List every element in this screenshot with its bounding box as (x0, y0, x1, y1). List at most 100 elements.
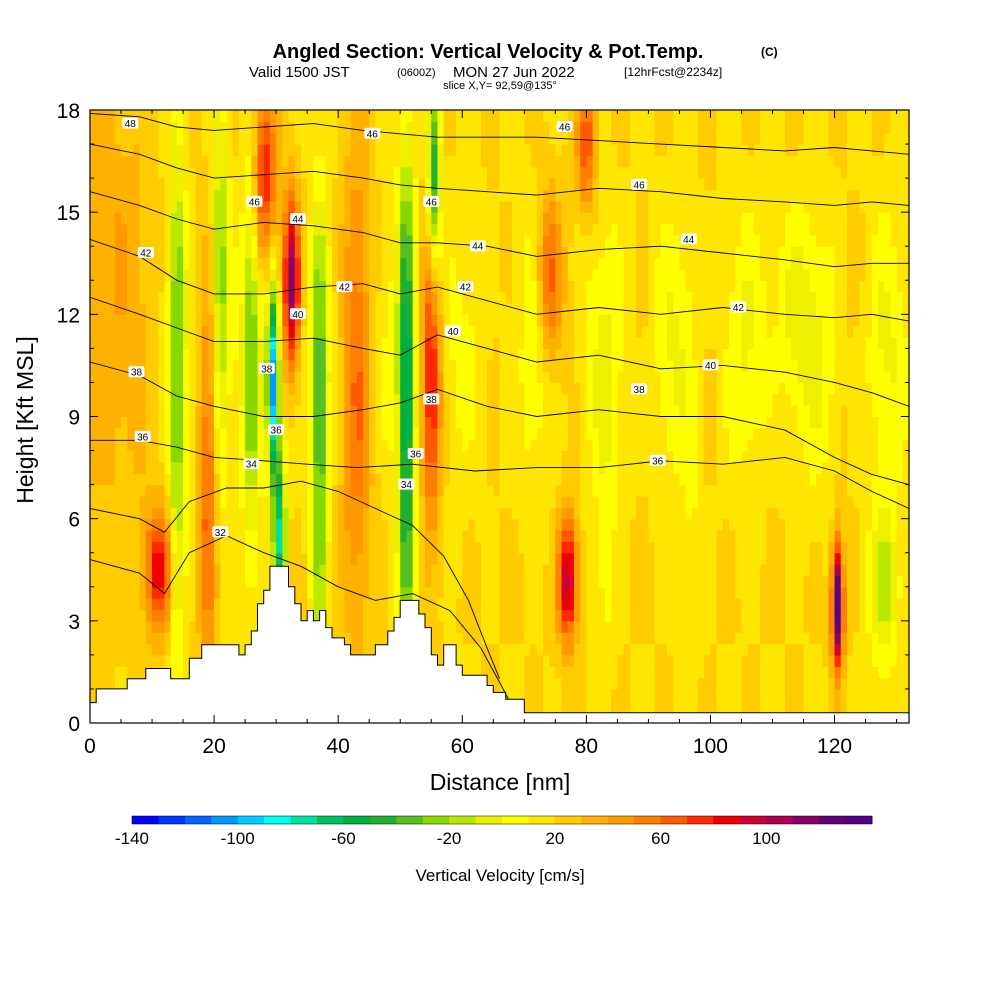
velocity-cell (363, 484, 370, 497)
velocity-cell (369, 110, 376, 122)
velocity-cell (245, 518, 252, 531)
velocity-cell (505, 677, 513, 690)
velocity-cell (561, 257, 569, 270)
velocity-cell (518, 337, 525, 349)
velocity-cell (251, 416, 259, 429)
velocity-cell (561, 427, 569, 440)
velocity-cell (530, 121, 538, 134)
velocity-cell (133, 348, 141, 361)
velocity-cell (555, 586, 563, 599)
velocity-cell (344, 473, 352, 486)
velocity-cell (660, 688, 668, 701)
velocity-cell (139, 405, 147, 418)
velocity-cell (642, 337, 649, 349)
velocity-cell (245, 450, 252, 463)
velocity-cell (325, 530, 333, 542)
velocity-cell (152, 552, 159, 565)
velocity-cell (499, 200, 507, 213)
velocity-cell (344, 144, 352, 157)
velocity-cell (468, 268, 476, 281)
velocity-cell (90, 552, 97, 565)
velocity-cell (214, 620, 221, 633)
velocity-cell (226, 427, 234, 440)
velocity-cell (307, 200, 314, 213)
velocity-cell (462, 189, 470, 202)
velocity-cell (660, 495, 668, 508)
velocity-cell (487, 371, 494, 384)
velocity-cell (245, 325, 252, 338)
velocity-cell (648, 416, 656, 429)
velocity-cell (251, 427, 259, 440)
velocity-cell (629, 575, 637, 588)
velocity-cell (443, 439, 451, 452)
velocity-cell (114, 530, 122, 542)
velocity-cell (375, 166, 383, 179)
velocity-cell (232, 507, 240, 520)
velocity-cell (102, 575, 110, 588)
velocity-cell (573, 144, 581, 157)
velocity-cell (145, 291, 153, 304)
velocity-cell (530, 371, 538, 384)
velocity-cell (431, 405, 439, 418)
velocity-cell (232, 155, 240, 168)
velocity-cell (363, 371, 370, 384)
velocity-cell (480, 507, 488, 520)
velocity-cell (561, 552, 569, 565)
velocity-cell (629, 461, 637, 474)
velocity-cell (511, 280, 519, 293)
velocity-cell (369, 337, 376, 349)
velocity-cell (207, 371, 215, 384)
velocity-cell (183, 268, 190, 281)
velocity-cell (437, 450, 445, 463)
velocity-cell (499, 473, 507, 486)
velocity-cell (425, 234, 432, 247)
velocity-cell (313, 337, 321, 349)
velocity-cell (654, 416, 662, 429)
velocity-cell (96, 484, 103, 497)
velocity-cell (431, 609, 439, 622)
velocity-cell (102, 280, 110, 293)
velocity-cell (245, 302, 252, 315)
velocity-cell (183, 212, 190, 225)
velocity-cell (300, 609, 308, 622)
velocity-cell (462, 620, 470, 633)
velocity-cell (319, 393, 327, 406)
velocity-cell (139, 359, 147, 372)
velocity-cell (238, 382, 246, 395)
velocity-cell (139, 541, 147, 554)
velocity-cell (300, 359, 308, 372)
velocity-cell (425, 427, 432, 440)
velocity-cell (325, 268, 333, 281)
velocity-cell (412, 564, 420, 577)
velocity-cell (220, 507, 228, 520)
velocity-cell (604, 507, 612, 520)
velocity-cell (642, 473, 649, 486)
velocity-cell (158, 541, 166, 554)
velocity-cell (127, 450, 135, 463)
velocity-cell (170, 632, 178, 645)
velocity-cell (604, 632, 612, 645)
velocity-cell (338, 461, 345, 474)
velocity-cell (201, 552, 209, 565)
velocity-cell (468, 530, 476, 542)
velocity-cell (586, 132, 594, 145)
velocity-cell (431, 371, 439, 384)
velocity-cell (108, 393, 116, 406)
velocity-cell (356, 609, 364, 622)
velocity-cell (170, 439, 178, 452)
velocity-cell (629, 654, 637, 667)
velocity-cell (530, 643, 538, 656)
velocity-cell (636, 405, 643, 418)
velocity-cell (251, 291, 259, 304)
velocity-cell (530, 439, 538, 452)
velocity-cell (567, 609, 575, 622)
velocity-cell (238, 166, 246, 179)
velocity-cell (499, 348, 507, 361)
velocity-cell (412, 212, 420, 225)
velocity-cell (201, 234, 209, 247)
velocity-cell (369, 189, 376, 202)
velocity-cell (505, 439, 513, 452)
velocity-cell (238, 461, 246, 474)
velocity-cell (567, 598, 575, 611)
velocity-cell (518, 200, 525, 213)
